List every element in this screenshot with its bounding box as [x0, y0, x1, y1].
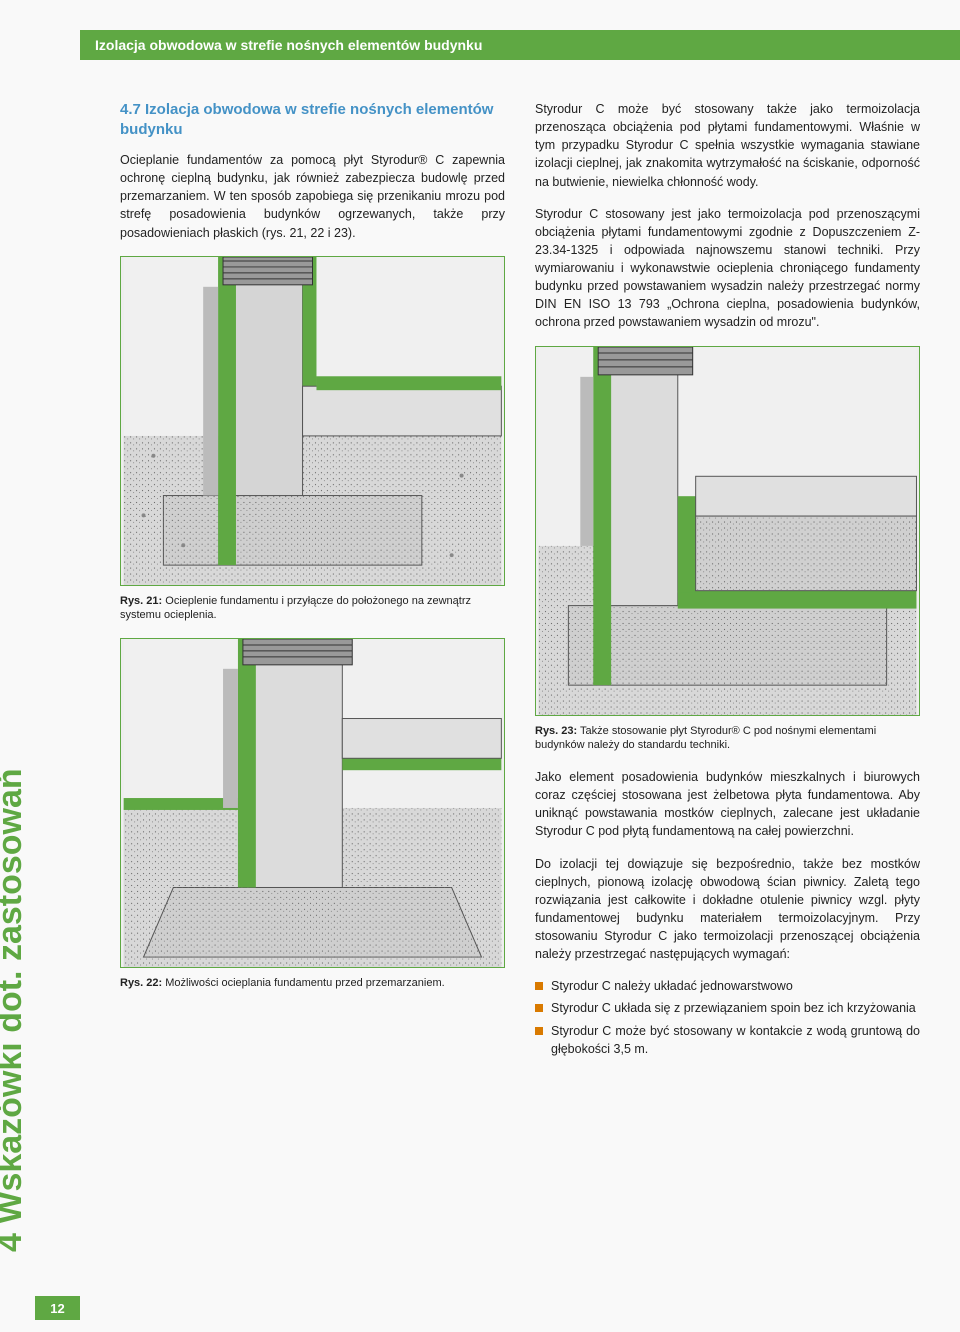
figure-21	[120, 256, 505, 586]
fig21-caption-text: Ocieplenie fundamentu i przyłącze do poł…	[120, 595, 471, 621]
bullet-list: Styrodur C należy układać jednowarstwowo…	[535, 977, 920, 1058]
side-label: 4 Wskazówki dot. zastosowań	[0, 768, 30, 1252]
page-number: 12	[50, 1301, 64, 1316]
fig22-caption-text: Możliwości ocieplania fundamentu przed p…	[162, 977, 444, 989]
bullet-item: Styrodur C należy układać jednowarstwowo	[535, 977, 920, 995]
right-p4: Do izolacji tej dowiązuje się bezpośredn…	[535, 855, 920, 964]
content-area: 4.7 Izolacja obwodowa w strefie nośnych …	[120, 100, 920, 1062]
fig21-caption-label: Rys. 21:	[120, 595, 162, 607]
figure-23	[535, 346, 920, 716]
fig22-caption-label: Rys. 22:	[120, 977, 162, 989]
fig22-caption: Rys. 22: Możliwości ocieplania fundament…	[120, 976, 505, 990]
fig23-caption-text: Także stosowanie płyt Styrodur® C pod no…	[535, 725, 876, 751]
footer-bar: 12	[35, 1296, 80, 1320]
left-column: 4.7 Izolacja obwodowa w strefie nośnych …	[120, 100, 505, 1062]
fig23-svg	[536, 347, 919, 715]
right-p1: Styrodur C może być stosowany także jako…	[535, 100, 920, 191]
right-p2: Styrodur C stosowany jest jako termoizol…	[535, 205, 920, 332]
bullet-item: Styrodur C układa się z przewiązaniem sp…	[535, 999, 920, 1017]
left-p1: Ocieplanie fundamentów za pomocą płyt St…	[120, 151, 505, 242]
bullet-item: Styrodur C może być stosowany w kontakci…	[535, 1022, 920, 1058]
right-column: Styrodur C może być stosowany także jako…	[535, 100, 920, 1062]
section-title: 4.7 Izolacja obwodowa w strefie nośnych …	[120, 100, 505, 139]
fig21-svg	[121, 257, 504, 585]
header-bar: Izolacja obwodowa w strefie nośnych elem…	[80, 30, 960, 60]
fig22-svg	[121, 639, 504, 967]
fig23-caption-label: Rys. 23:	[535, 725, 577, 737]
figure-22	[120, 638, 505, 968]
right-p3: Jako element posadowienia budynków miesz…	[535, 768, 920, 841]
fig23-caption: Rys. 23: Także stosowanie płyt Styrodur®…	[535, 724, 920, 753]
fig21-caption: Rys. 21: Ocieplenie fundamentu i przyłąc…	[120, 594, 505, 623]
header-title: Izolacja obwodowa w strefie nośnych elem…	[95, 37, 482, 53]
